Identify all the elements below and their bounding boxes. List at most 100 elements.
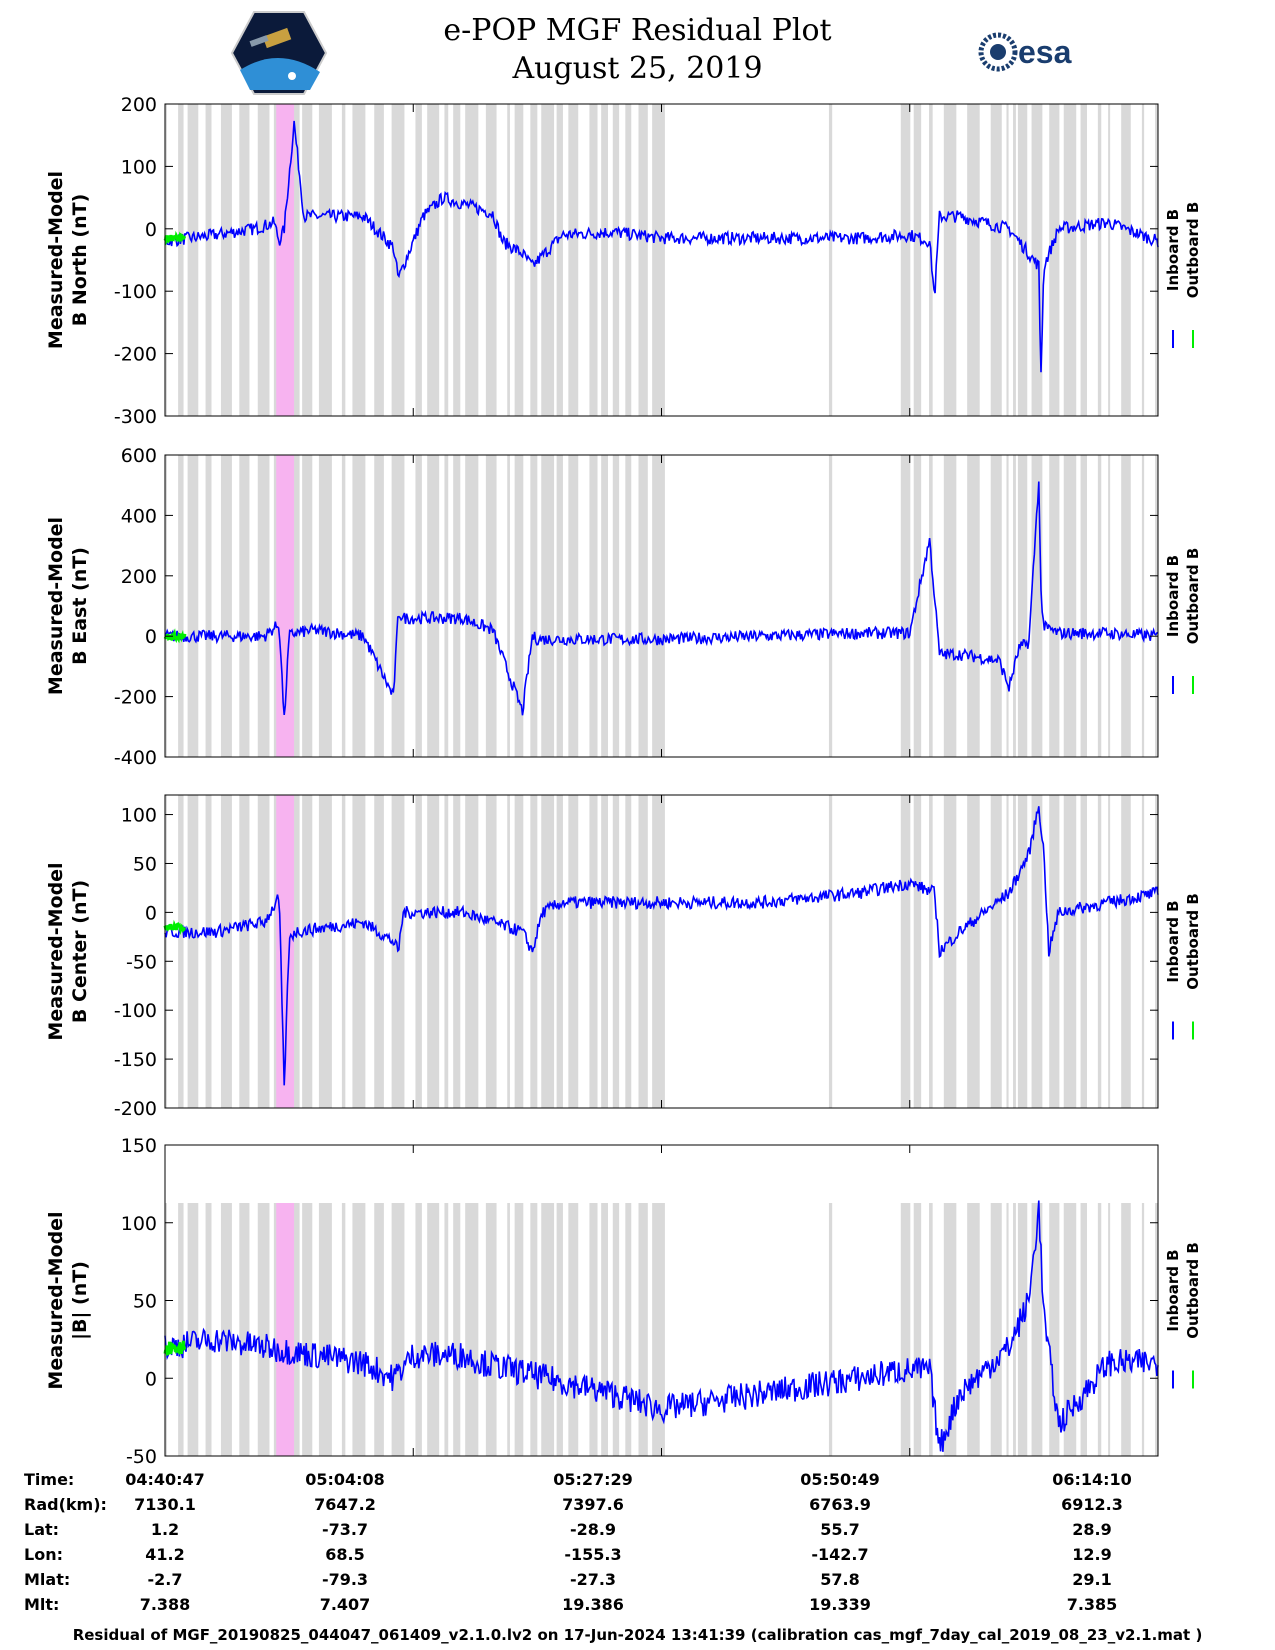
data-gap-band — [929, 455, 933, 757]
data-gap-band — [652, 795, 665, 1108]
info-value: -2.7 — [147, 1570, 183, 1589]
data-gap-band — [1155, 1203, 1158, 1456]
y-axis-label: Measured-Model |B| (nT) — [45, 1211, 91, 1389]
data-gap-band — [374, 795, 384, 1108]
info-value: 29.1 — [1072, 1570, 1112, 1589]
data-gap-band — [1013, 795, 1016, 1108]
data-gap-band — [415, 795, 422, 1108]
data-gap-band — [612, 795, 620, 1108]
data-gap-band — [374, 455, 384, 757]
data-gap-band — [1006, 455, 1009, 757]
data-gap-band — [1049, 455, 1060, 757]
data-gap-band — [165, 455, 167, 757]
info-row-label: Rad(km): — [24, 1495, 107, 1514]
y-axis-label: Measured-Model B Center (nT) — [45, 862, 91, 1040]
data-gap-band — [828, 455, 833, 757]
data-gap-band — [1080, 795, 1088, 1108]
data-gap-band — [205, 795, 212, 1108]
y-tick-label: -100 — [114, 281, 157, 303]
series-outboard — [163, 1340, 187, 1357]
data-gap-band — [1063, 455, 1077, 757]
highlight-band — [276, 104, 295, 416]
info-value: -79.3 — [321, 1570, 369, 1589]
data-gap-band — [444, 104, 449, 416]
data-gap-band — [318, 104, 332, 416]
data-gap-band — [652, 455, 665, 757]
data-gap-band — [652, 104, 665, 416]
data-gap-band — [541, 795, 555, 1108]
data-gap-band — [900, 455, 911, 757]
data-gap-band — [913, 455, 922, 757]
data-gap-band — [1108, 455, 1111, 757]
data-gap-band — [589, 1203, 598, 1456]
info-value: 68.5 — [325, 1545, 365, 1564]
y-tick-label: 100 — [121, 805, 157, 827]
y-tick-label: 100 — [121, 1213, 157, 1235]
data-gap-band — [1006, 795, 1009, 1108]
data-gap-band — [638, 795, 648, 1108]
y-axis-label-line: Measured-Model — [45, 1211, 67, 1389]
data-gap-band — [220, 1203, 232, 1456]
data-gap-band — [485, 104, 497, 416]
data-gap-band — [374, 104, 384, 416]
data-gap-band — [485, 795, 497, 1108]
data-gap-band — [1006, 1203, 1009, 1456]
highlight-band — [276, 795, 295, 1108]
y-tick-label: 600 — [121, 445, 157, 467]
info-value: 41.2 — [145, 1545, 185, 1564]
y-axis-label-line: Measured-Model — [45, 862, 67, 1040]
data-gap-band — [638, 104, 648, 416]
series-inboard — [164, 120, 1159, 373]
data-gap-band — [652, 1203, 665, 1456]
data-gap-band — [990, 455, 1002, 757]
data-gap-band — [465, 795, 479, 1108]
data-gap-band — [1049, 795, 1060, 1108]
series-outboard — [163, 919, 186, 936]
panel-beast: -400 -200 0 200 400 600 Measured-Model B East (… — [45, 445, 1202, 769]
data-gap-band — [1017, 104, 1028, 416]
data-gap-band — [1031, 455, 1043, 757]
info-value: 7.407 — [319, 1595, 371, 1614]
data-gap-band — [625, 795, 632, 1108]
y-tick-label: 50 — [133, 1291, 157, 1313]
data-gap-band — [391, 104, 405, 416]
series-inboard — [164, 481, 1159, 716]
data-gap-band — [1097, 795, 1102, 1108]
data-gap-band — [415, 104, 422, 416]
title-line-2: August 25, 2019 — [512, 51, 763, 86]
data-gap-band — [341, 455, 346, 757]
data-gap-band — [453, 104, 461, 416]
data-gap-band — [1155, 795, 1158, 1108]
data-gap-band — [352, 1203, 366, 1456]
data-gap-band — [302, 104, 313, 416]
info-row-label: Time: — [24, 1470, 75, 1489]
info-value: -28.9 — [569, 1520, 617, 1539]
info-value: 7.388 — [139, 1595, 191, 1614]
data-gap-band — [427, 455, 440, 757]
data-gap-band — [187, 795, 199, 1108]
panel-bmag: -50 0 50 100 150 Measured-Model |B| (nT) Inboar… — [45, 1135, 1202, 1468]
data-gap-band — [1049, 1203, 1060, 1456]
data-gap-band — [239, 1203, 250, 1456]
data-gap-band — [352, 455, 366, 757]
y-axis-label: Measured-Model B East (nT) — [45, 517, 91, 695]
data-gap-band — [415, 1203, 422, 1456]
data-gap-band — [507, 104, 510, 416]
y-axis-label-line: B Center (nT) — [69, 880, 91, 1023]
data-gap-band — [507, 455, 510, 757]
data-gap-band — [1080, 104, 1088, 416]
info-value: 7647.2 — [314, 1495, 376, 1514]
data-gap-band — [289, 1203, 300, 1456]
data-gap-band — [638, 455, 648, 757]
y-tick-label: -300 — [114, 406, 157, 428]
legend-outboard-label: Outboard B — [1184, 893, 1202, 990]
y-tick-label: -100 — [114, 1000, 157, 1022]
info-value: 1.2 — [150, 1520, 180, 1539]
data-gap-band — [601, 104, 608, 416]
y-tick-label: 0 — [145, 626, 157, 648]
data-gap-band — [638, 1203, 648, 1456]
info-row-label: Mlt: — [24, 1595, 60, 1614]
info-value: -142.7 — [811, 1545, 869, 1564]
data-gap-band — [374, 1203, 384, 1456]
data-gap-band — [318, 795, 332, 1108]
